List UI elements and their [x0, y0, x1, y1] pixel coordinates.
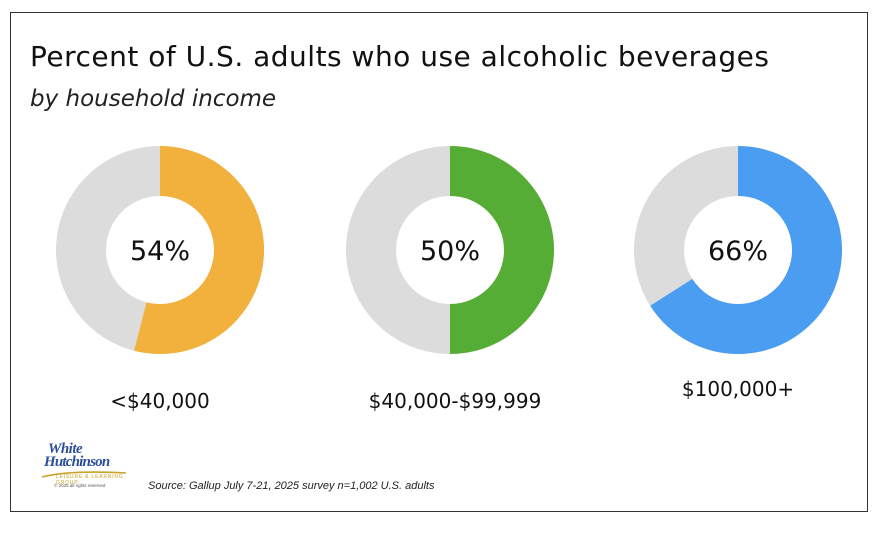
- donut-hole-40k-99k: [396, 196, 504, 304]
- source-note: Source: Gallup July 7-21, 2025 survey n=…: [148, 480, 435, 492]
- chart-subtitle: by household income: [30, 86, 277, 112]
- category-label-100k-plus: $100,000+: [681, 377, 795, 401]
- category-label-under-40k: <$40,000: [110, 389, 210, 413]
- logo-tagline: LEISURE & LEARNING GROUP: [56, 474, 124, 486]
- logo-text-white: White: [48, 441, 83, 457]
- logo-copyright: © 2025 all rights reserved: [54, 483, 106, 488]
- category-label-40k-99k: $40,000-$99,999: [368, 389, 542, 413]
- value-label-100k-plus: 66%: [708, 236, 768, 267]
- chart-title: Percent of U.S. adults who use alcoholic…: [30, 40, 770, 73]
- donut-hole-100k-plus: [684, 196, 792, 304]
- donut-hole-under-40k: [106, 196, 214, 304]
- logo-swoosh-icon: [41, 471, 127, 478]
- logo-text-hutchinson: Hutchinson: [44, 454, 110, 470]
- value-label-40k-99k: 50%: [420, 236, 480, 267]
- value-label-under-40k: 54%: [130, 236, 190, 267]
- company-logo: White Hutchinson LEISURE & LEARNING GROU…: [40, 441, 132, 491]
